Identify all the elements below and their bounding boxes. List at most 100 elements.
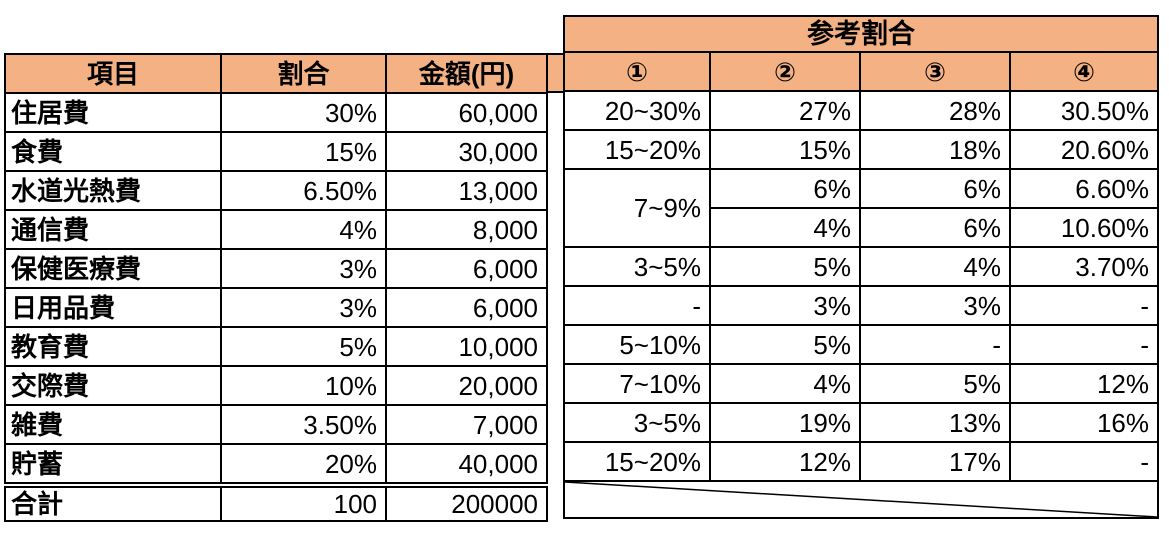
budget-row: 教育費 5% 10,000 bbox=[4, 326, 548, 367]
budget-row: 交際費 10% 20,000 bbox=[4, 365, 548, 406]
ratio-cell: 4% bbox=[220, 209, 387, 250]
ref-cell: 6.60% bbox=[1009, 168, 1159, 209]
ref-cell: 15~20% bbox=[563, 441, 711, 482]
item-cell: 食費 bbox=[4, 131, 222, 172]
budget-header-row: 項目 割合 金額(円) bbox=[4, 53, 548, 94]
ref-cell: 12% bbox=[1009, 363, 1159, 404]
ref-cell: 19% bbox=[709, 402, 861, 443]
spacer-header-cell bbox=[544, 53, 564, 93]
ref-cell: 27% bbox=[709, 90, 861, 131]
ref-cell: 3~5% bbox=[563, 246, 711, 287]
ref-cell: - bbox=[859, 324, 1011, 365]
ref-cell: - bbox=[1009, 285, 1159, 326]
ref-cell: 6% bbox=[859, 207, 1011, 248]
amount-cell: 6,000 bbox=[385, 248, 548, 289]
amount-cell: 6,000 bbox=[385, 287, 548, 328]
item-cell: 水道光熱費 bbox=[4, 170, 222, 211]
amount-cell: 20,000 bbox=[385, 365, 548, 406]
ratio-cell: 3% bbox=[220, 287, 387, 328]
item-cell: 通信費 bbox=[4, 209, 222, 250]
ref-cell: 5% bbox=[709, 324, 861, 365]
diagonal-slash-icon bbox=[565, 482, 1157, 517]
amount-cell: 13,000 bbox=[385, 170, 548, 211]
ref-cell: 10.60% bbox=[1009, 207, 1159, 248]
ref-cell: 4% bbox=[859, 246, 1011, 287]
reference-header-row: ① ② ③ ④ bbox=[563, 51, 1159, 92]
amount-cell: 40,000 bbox=[385, 443, 548, 486]
amount-cell: 8,000 bbox=[385, 209, 548, 250]
budget-row: 貯蓄 20% 40,000 bbox=[4, 443, 548, 486]
ref-cell: 18% bbox=[859, 129, 1011, 170]
ref-cell: 7~10% bbox=[563, 363, 711, 404]
header-ref-3: ③ bbox=[859, 51, 1011, 92]
budget-row: 通信費 4% 8,000 bbox=[4, 209, 548, 250]
reference-row: 7~10% 4% 5% 12% bbox=[563, 363, 1159, 404]
ref-cell: 17% bbox=[859, 441, 1011, 482]
reference-row: 3~5% 19% 13% 16% bbox=[563, 402, 1159, 443]
budget-table: 項目 割合 金額(円) 住居費 30% 60,000 食費 15% 30,000 水道光熱費… bbox=[4, 53, 548, 522]
ref-cell: 15~20% bbox=[563, 129, 711, 170]
ref-cell: - bbox=[1009, 324, 1159, 365]
reference-row: 15~20% 15% 18% 20.60% bbox=[563, 129, 1159, 170]
header-ref-1: ① bbox=[563, 51, 711, 92]
ref-cell: 20~30% bbox=[563, 90, 711, 131]
ratio-cell: 30% bbox=[220, 92, 387, 133]
ref-cell: 7~9% bbox=[563, 168, 711, 248]
reference-row: 15~20% 12% 17% - bbox=[563, 441, 1159, 482]
amount-cell: 60,000 bbox=[385, 92, 548, 133]
ratio-cell: 10% bbox=[220, 365, 387, 406]
item-cell: 住居費 bbox=[4, 92, 222, 133]
ref-cell: 3% bbox=[859, 285, 1011, 326]
item-cell: 雑費 bbox=[4, 404, 222, 445]
ref-cell: 5% bbox=[709, 246, 861, 287]
reference-table: 参考割合 ① ② ③ ④ 20~30% 27% 28% 30.50% 15~20% 15%… bbox=[563, 15, 1159, 519]
ref-cell: 3% bbox=[709, 285, 861, 326]
ref-cell: 4% bbox=[709, 207, 861, 248]
reference-row: 3~5% 5% 4% 3.70% bbox=[563, 246, 1159, 287]
reference-row: 5~10% 5% - - bbox=[563, 324, 1159, 365]
ref-cell: 13% bbox=[859, 402, 1011, 443]
ref-cell: 16% bbox=[1009, 402, 1159, 443]
ref-cell: 5~10% bbox=[563, 324, 711, 365]
item-cell: 貯蓄 bbox=[4, 443, 222, 486]
ref-cell: 6% bbox=[859, 168, 1011, 209]
reference-title: 参考割合 bbox=[563, 15, 1159, 53]
ratio-cell: 3% bbox=[220, 248, 387, 289]
budget-row: 水道光熱費 6.50% 13,000 bbox=[4, 170, 548, 211]
total-amount: 200000 bbox=[385, 482, 548, 522]
item-cell: 交際費 bbox=[4, 365, 222, 406]
ref-cell: 3~5% bbox=[563, 402, 711, 443]
header-ref-4: ④ bbox=[1009, 51, 1159, 92]
ref-cell: 20.60% bbox=[1009, 129, 1159, 170]
header-item: 項目 bbox=[4, 53, 222, 94]
amount-cell: 7,000 bbox=[385, 404, 548, 445]
diagonal-cell bbox=[563, 480, 1159, 519]
ref-cell: 12% bbox=[709, 441, 861, 482]
ref-cell: 28% bbox=[859, 90, 1011, 131]
ratio-cell: 20% bbox=[220, 443, 387, 486]
ref-cell: 5% bbox=[859, 363, 1011, 404]
ref-cell: 15% bbox=[709, 129, 861, 170]
total-row: 合計 100 200000 bbox=[4, 482, 548, 522]
total-ratio: 100 bbox=[220, 482, 387, 522]
amount-cell: 10,000 bbox=[385, 326, 548, 367]
ratio-cell: 5% bbox=[220, 326, 387, 367]
amount-cell: 30,000 bbox=[385, 131, 548, 172]
header-ref-2: ② bbox=[709, 51, 861, 92]
reference-row: 4% 6% 10.60% bbox=[564, 207, 1159, 248]
total-label: 合計 bbox=[4, 482, 222, 522]
reference-row: 7~9% 6% 6% 6.60% bbox=[563, 168, 1159, 248]
header-amount: 金額(円) bbox=[385, 53, 548, 94]
header-ratio: 割合 bbox=[220, 53, 387, 94]
budget-row: 食費 15% 30,000 bbox=[4, 131, 548, 172]
diagonal-row bbox=[563, 480, 1159, 519]
ref-cell: - bbox=[563, 285, 711, 326]
ref-cell: 6% bbox=[709, 168, 861, 209]
ratio-cell: 3.50% bbox=[220, 404, 387, 445]
reference-title-row: 参考割合 bbox=[563, 15, 1159, 53]
item-cell: 保健医療費 bbox=[4, 248, 222, 289]
ref-cell: - bbox=[1009, 441, 1159, 482]
ratio-cell: 15% bbox=[220, 131, 387, 172]
reference-row: -3% 3% - bbox=[563, 285, 1159, 326]
